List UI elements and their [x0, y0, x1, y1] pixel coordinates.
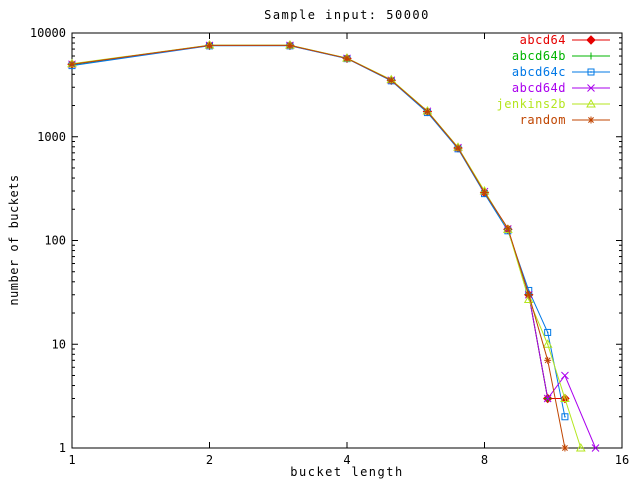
x-tick-label: 16 — [615, 453, 629, 467]
triangle-marker — [575, 442, 586, 452]
y-tick-label: 10000 — [30, 26, 66, 40]
legend-label-abcd64d: abcd64d — [512, 81, 566, 95]
triangle-marker — [560, 393, 570, 402]
triangle-marker — [586, 98, 596, 108]
x-tick-label: 1 — [68, 453, 75, 467]
plot-border — [71, 32, 623, 449]
legend-label-abcd64: abcd64 — [520, 33, 566, 47]
y-tick-label: 10 — [52, 337, 66, 351]
x-tick-label: 2 — [206, 453, 213, 467]
diamond-marker — [586, 35, 596, 45]
square-marker — [587, 68, 595, 76]
legend-label-abcd64c: abcd64c — [512, 65, 566, 79]
x-axis-label: bucket length — [290, 465, 404, 479]
legend-label-jenkins2b: jenkins2b — [496, 97, 566, 111]
series-line-abcd64 — [71, 44, 565, 399]
y-axis-label: number of buckets — [7, 174, 21, 306]
x-tick-label: 8 — [481, 453, 488, 467]
square-marker — [544, 328, 552, 336]
legend-label-abcd64b: abcd64b — [512, 49, 566, 63]
y-tick-label: 100 — [44, 234, 66, 248]
legend-label-random: random — [520, 113, 566, 127]
x-tick-label: 4 — [343, 453, 350, 467]
square-marker — [561, 413, 569, 421]
y-tick-label: 1 — [59, 441, 66, 455]
triangle-marker — [542, 339, 553, 348]
series-line-abcd64c — [71, 45, 566, 417]
triangle-marker — [503, 224, 513, 233]
chart-title: Sample input: 50000 — [264, 8, 430, 22]
y-tick-label: 1000 — [37, 130, 66, 144]
series-line-abcd64b — [71, 45, 549, 399]
series-line-random — [71, 44, 566, 449]
triangle-marker — [523, 294, 534, 303]
